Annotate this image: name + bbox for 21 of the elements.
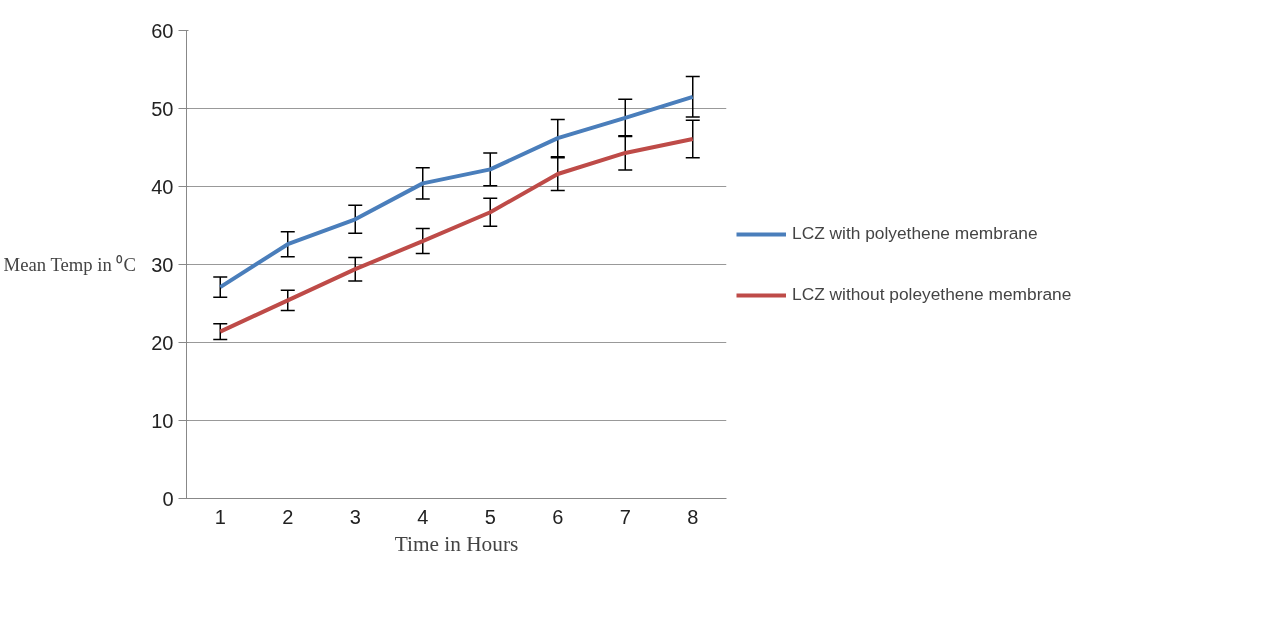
y-tick-label: 0: [162, 487, 174, 510]
y-tick-label: 50: [151, 97, 174, 120]
y-axis-title: Mean Temp in ⁰C: [3, 254, 136, 275]
y-tick-label: 40: [151, 175, 174, 198]
y-tick-label: 10: [151, 409, 174, 432]
x-tick-label: 1: [214, 505, 226, 528]
y-tick-label: 20: [151, 331, 174, 354]
line-series: [218, 94, 695, 290]
x-tick-label: 2: [282, 505, 294, 528]
x-tick-label: 8: [687, 505, 699, 528]
y-tick-label: 60: [151, 19, 174, 42]
x-tick-label: 3: [349, 505, 361, 528]
x-tick-label: 4: [417, 505, 429, 528]
legend-label: LCZ with polyethene membrane: [792, 223, 1038, 244]
x-tick-label: 5: [484, 505, 496, 528]
line-series: [218, 136, 695, 334]
x-tick-label: 6: [552, 505, 564, 528]
y-tick-label: 30: [151, 253, 174, 276]
x-tick-label: 7: [619, 505, 631, 528]
legend-label: LCZ without poleyethene membrane: [792, 284, 1072, 305]
x-axis-title: Time in Hours: [394, 531, 519, 556]
